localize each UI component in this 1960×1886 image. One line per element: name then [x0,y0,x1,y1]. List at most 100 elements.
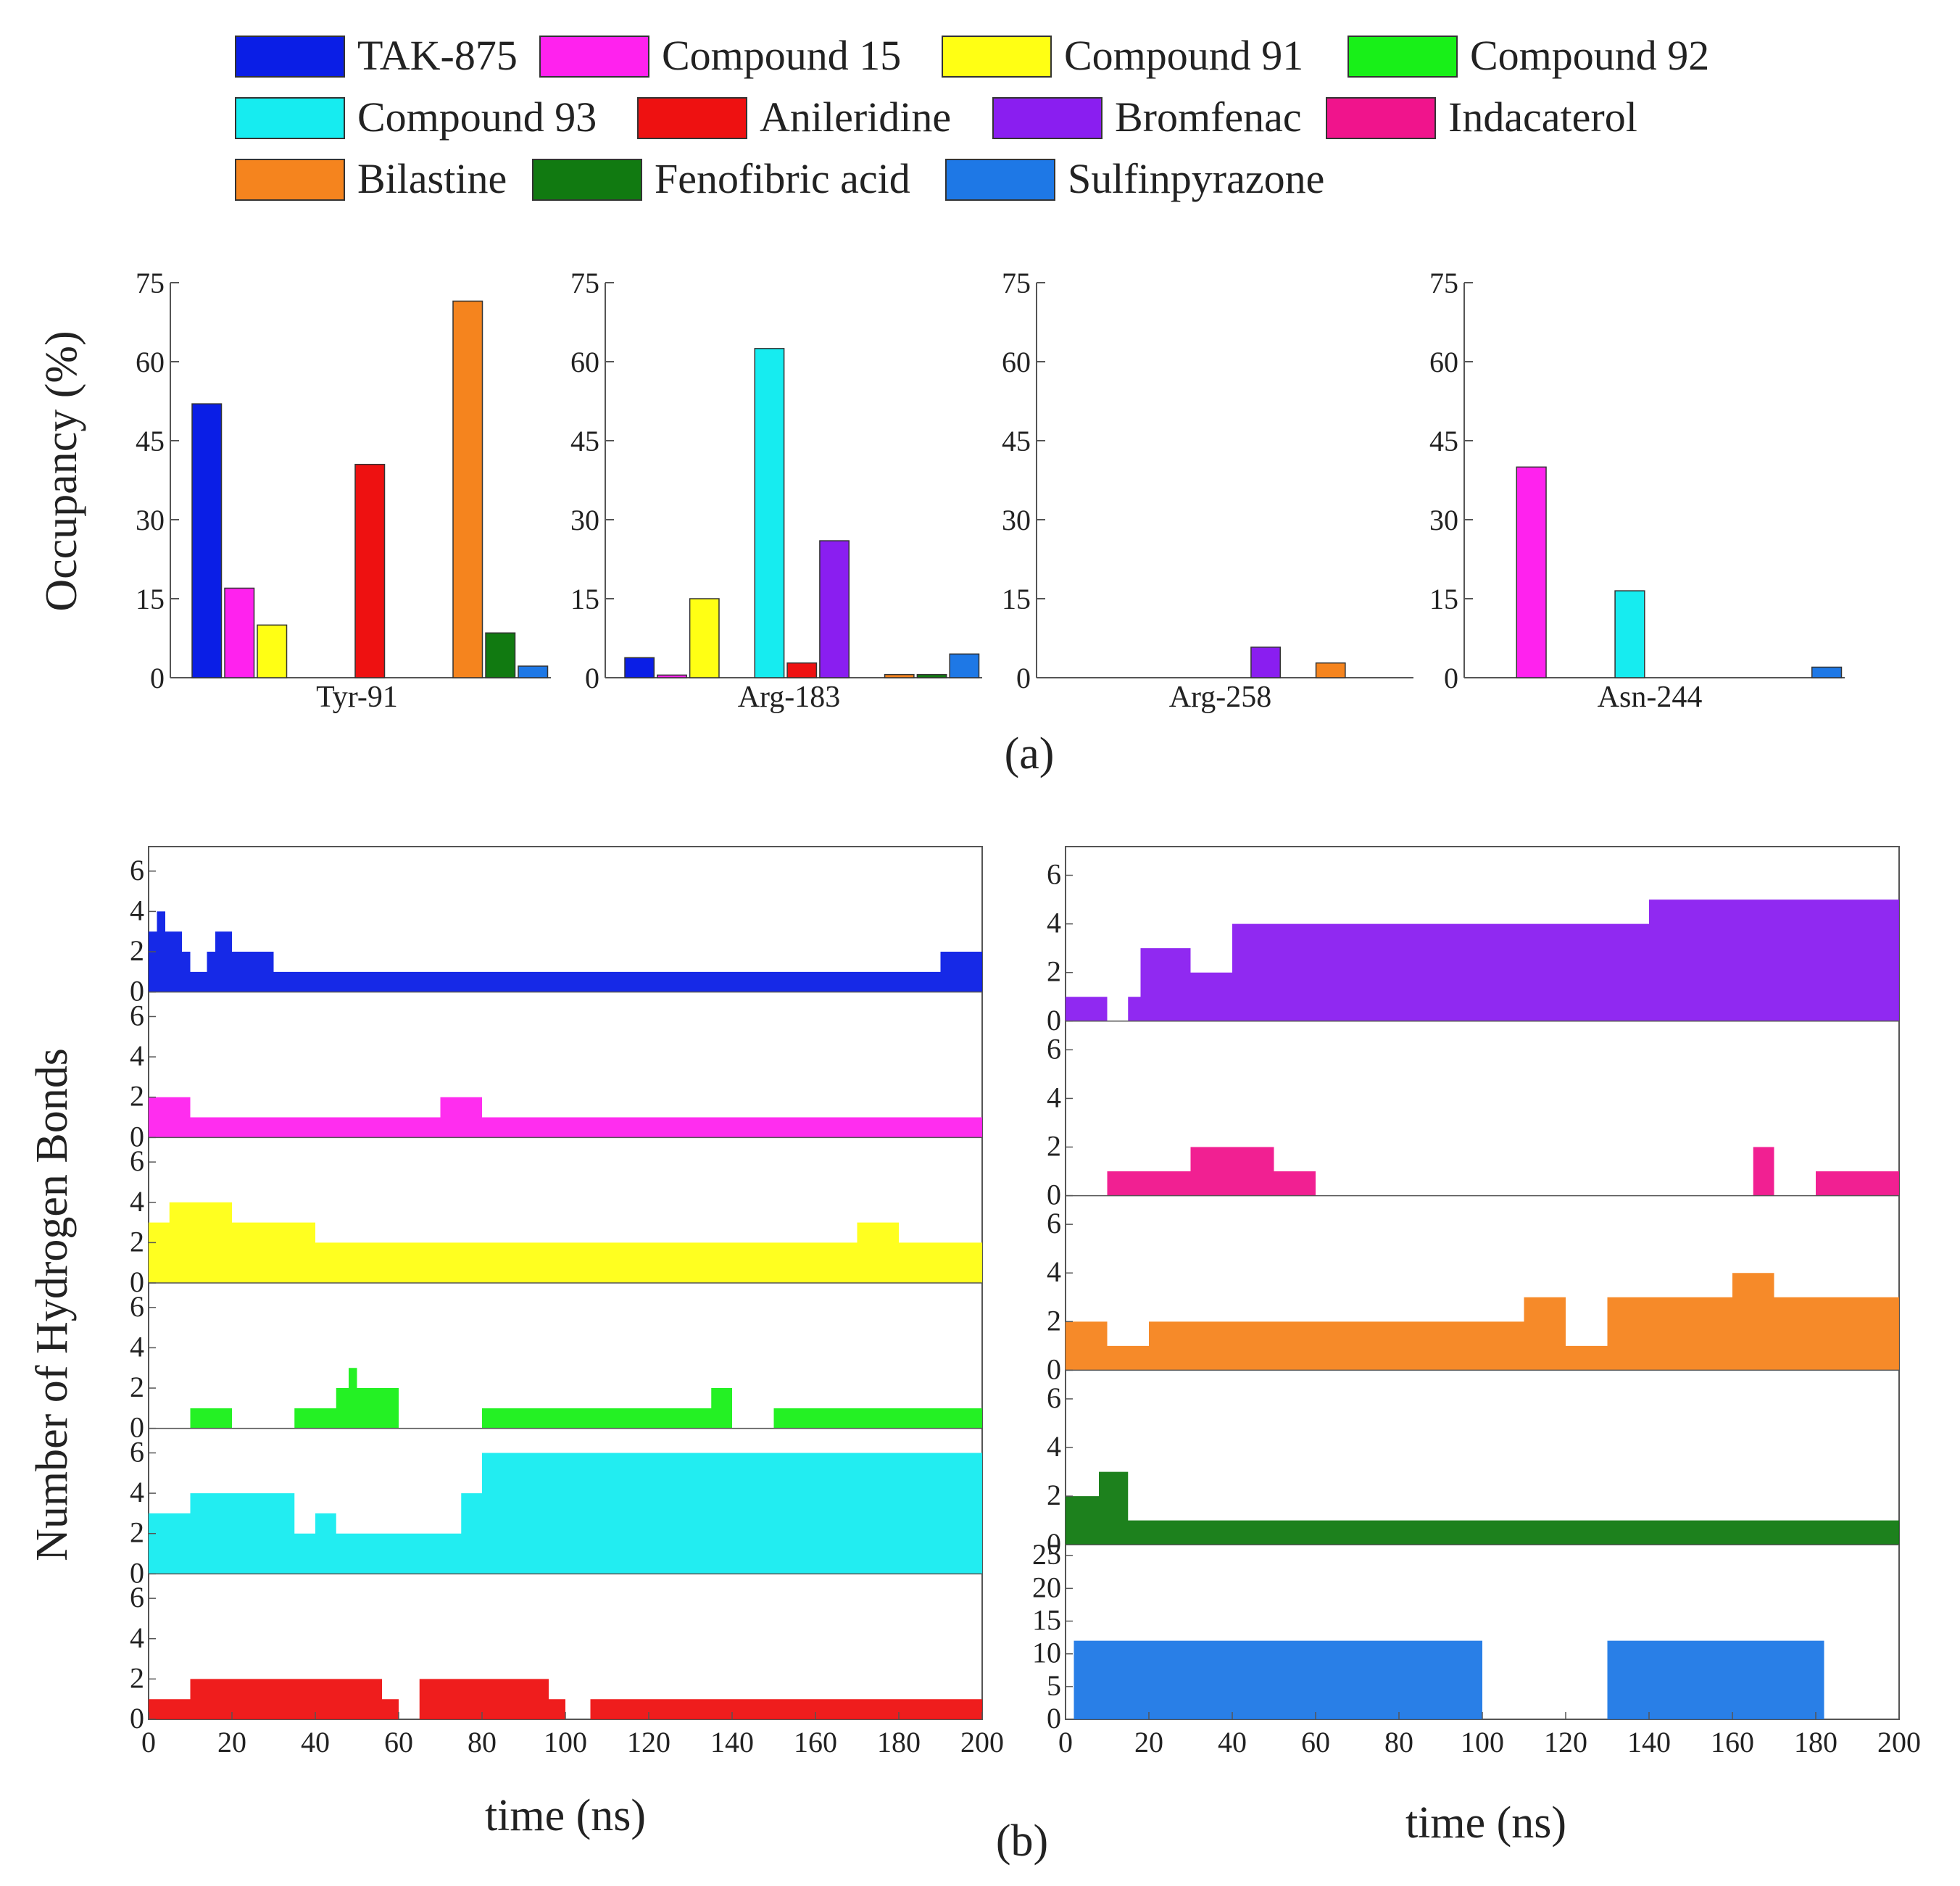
bar-arg-183-sulfinpyrazone [949,653,980,678]
panel-a-ylabel: Occupancy (%) [37,331,86,611]
legend-label-anileridine: Anileridine [760,94,951,141]
legend-swatch-bilastine [235,159,345,201]
y-tick-label: 2 [130,1516,144,1549]
legend-item-tak-875: TAK-875 [235,32,518,79]
hbond-area-anileridine-hydrogen-bonds [149,1679,982,1719]
bar-chart-arg-183: 0 15 30 45 60 75 Arg-183 [570,267,982,714]
legend-swatch-compound-92 [1348,36,1458,78]
y-tick-label: 0 [1047,1179,1061,1211]
y-tick-label: 4 [1047,1081,1061,1113]
x-tick-label: 180 [877,1726,921,1758]
group-label-tyr-91: Tyr-91 [316,681,398,714]
x-tick-label: 20 [217,1726,246,1758]
hbond-series-anileridine-hydrogen-bonds: 0 2 4 6 [130,1573,982,1735]
y-tick-label: 45 [136,425,165,457]
hbond-series-compound-91-hydrogen-bonds: 0 2 4 6 [130,1137,982,1298]
y-tick-label: 2 [1047,955,1061,988]
panel-b-xlabel-right: time (ns) [1405,1798,1566,1848]
y-tick-label: 30 [136,504,165,536]
legend-swatch-bromfenac [992,97,1102,139]
hbond-series-compound-92-hydrogen-bonds: 0 2 4 6 [130,1282,982,1444]
y-tick-label: 0 [1047,1702,1061,1735]
legend-item-compound-91: Compound 91 [942,32,1303,79]
y-tick-label: 5 [1047,1669,1061,1702]
bar-arg-183-anileridine [786,662,818,678]
hbond-area-compound-92-hydrogen-bonds [149,1368,982,1429]
hbond-series-compound-15-hydrogen-bonds: 0 2 4 6 [130,991,982,1152]
hbond-series-bromfenac-hydrogen-bonds: 0 2 4 6 [1047,858,1899,1037]
bar-arg-183-bilastine [884,673,915,678]
legend-label-bromfenac: Bromfenac [1115,94,1302,141]
bar-chart-asn-244: 0 15 30 45 60 75 Asn-244 [1429,267,1845,714]
group-label-asn-244: Asn-244 [1598,681,1703,714]
legend-item-bilastine: Bilastine [235,155,507,202]
legend-label-indacaterol: Indacaterol [1448,94,1637,141]
bar-tyr-91-tak-875 [191,403,223,678]
hbond-series-indacaterol-hydrogen-bonds: 0 2 4 6 [1047,1021,1899,1211]
legend-item-sulfinpyrazone: Sulfinpyrazone [945,155,1324,202]
legend-swatch-fenofibric-acid [532,159,642,201]
bar-arg-258-bilastine [1315,662,1346,678]
legend-label-compound-91: Compound 91 [1064,32,1303,79]
panel-b-label: (b) [996,1816,1048,1866]
x-tick-label: 100 [544,1726,587,1758]
bar-arg-183-compound-91 [689,598,720,678]
x-tick-label: 120 [1544,1726,1587,1758]
x-tick-label: 20 [1134,1726,1163,1758]
legend: TAK-875 Compound 15 Compound 91 Compound 92… [235,32,1709,202]
y-tick-label: 6 [130,1581,144,1613]
y-tick-label: 75 [1002,267,1031,299]
y-tick-label: 0 [1444,662,1458,694]
panel-b-xlabel-left: time (ns) [485,1791,646,1840]
legend-item-bromfenac: Bromfenac [992,94,1302,141]
group-label-arg-258: Arg-258 [1169,681,1272,714]
legend-label-sulfinpyrazone: Sulfinpyrazone [1068,155,1324,202]
legend-item-anileridine: Anileridine [637,94,951,141]
hbond-area-compound-91-hydrogen-bonds [149,1202,982,1283]
legend-swatch-anileridine [637,97,747,139]
y-tick-label: 0 [130,1120,144,1152]
x-tick-label: 200 [960,1726,1004,1758]
y-tick-label: 2 [1047,1304,1061,1337]
y-tick-label: 0 [1016,662,1031,694]
y-tick-label: 0 [130,1266,144,1298]
legend-label-compound-92: Compound 92 [1470,32,1709,79]
y-tick-label: 0 [585,662,599,694]
y-tick-label: 0 [130,975,144,1008]
bar-tyr-91-compound-15 [224,587,255,678]
y-tick-label: 6 [130,854,144,886]
legend-swatch-sulfinpyrazone [945,159,1055,201]
y-tick-label: 0 [1047,1527,1061,1560]
y-tick-label: 60 [136,346,165,378]
y-tick-label: 60 [1429,346,1458,378]
y-tick-label: 0 [1047,1004,1061,1037]
bar-chart-tyr-91: 0 15 30 45 60 75 Tyr-91 [136,267,551,714]
y-tick-label: 4 [1047,1430,1061,1463]
bar-arg-183-compound-15 [657,674,687,678]
y-tick-label: 6 [1047,1032,1061,1065]
panel-a: 0 15 30 45 60 75 Tyr-91 0 15 30 45 60 75 Arg-183 0 15 30… [136,267,1845,714]
x-tick-label: 120 [627,1726,670,1758]
y-tick-label: 45 [570,425,599,457]
y-tick-label: 6 [130,1145,144,1177]
legend-swatch-compound-91 [942,36,1052,78]
bar-arg-183-compound-93 [754,348,785,678]
x-tick-label: 140 [1627,1726,1671,1758]
y-tick-label: 45 [1429,425,1458,457]
legend-item-compound-93: Compound 93 [235,94,597,141]
bar-tyr-91-bilastine [452,300,483,678]
y-tick-label: 0 [130,1411,144,1444]
legend-swatch-indacaterol [1326,97,1436,139]
y-tick-label: 6 [1047,1207,1061,1239]
x-tick-label: 60 [384,1726,413,1758]
y-tick-label: 6 [130,999,144,1031]
y-tick-label: 2 [130,1225,144,1258]
y-tick-label: 4 [1047,1255,1061,1288]
legend-label-compound-15: Compound 15 [662,32,901,79]
y-tick-label: 30 [1002,504,1031,536]
hbond-area-sulfinpyrazone-hydrogen-bonds [1066,1640,1899,1719]
x-tick-label: 60 [1301,1726,1330,1758]
